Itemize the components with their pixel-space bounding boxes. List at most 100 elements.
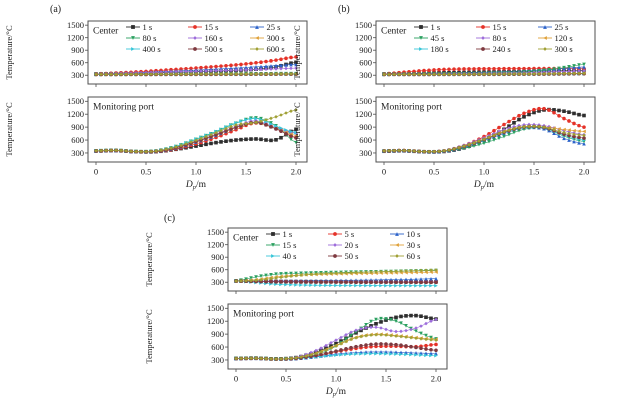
x-tick-label: 0 bbox=[234, 374, 238, 384]
x-tick-label: 1.5 bbox=[241, 167, 252, 177]
legend-label: 300 s bbox=[555, 44, 573, 54]
y-tick-label: 1200 bbox=[355, 32, 372, 42]
series-500-s bbox=[94, 120, 298, 154]
legend-label: 1 s bbox=[283, 229, 293, 239]
subplot-title: Monitoring port bbox=[93, 103, 154, 113]
plot-frame bbox=[87, 20, 308, 85]
legend-label: 45 s bbox=[431, 33, 445, 43]
y-tick-label: 600 bbox=[359, 58, 372, 68]
subplot-monitoring-port: Temperature/°C 300 600 900 1200 1500 0 0.5 1.0 1.… bbox=[4, 96, 308, 191]
y-tick-label: 900 bbox=[359, 122, 372, 132]
legend-label: 30 s bbox=[407, 240, 421, 250]
y-tick-label: 300 bbox=[359, 148, 372, 158]
panel-a: (a) Temperature/°C 300 600 900 1200 1500 Center… bbox=[0, 0, 320, 200]
y-tick-label: 300 bbox=[71, 148, 84, 158]
y-tick-label: 300 bbox=[359, 70, 372, 80]
legend-label: 120 s bbox=[555, 33, 573, 43]
y-tick-label: 1200 bbox=[67, 32, 84, 42]
y-tick-label: 600 bbox=[359, 135, 372, 145]
legend-label: 80 s bbox=[493, 33, 507, 43]
y-axis-label: Temperature/°C bbox=[144, 232, 154, 287]
series-400-s bbox=[94, 116, 298, 154]
y-axis: 300 600 900 1200 1500 bbox=[207, 227, 228, 287]
legend-label: 240 s bbox=[493, 44, 511, 54]
x-axis-label: Dp/m bbox=[473, 180, 495, 191]
panel-label: (b) bbox=[338, 4, 350, 15]
legend-label: 600 s bbox=[267, 44, 285, 54]
y-axis-label: Temperature/°C bbox=[144, 309, 154, 364]
y-tick-label: 1200 bbox=[207, 239, 224, 249]
subplot-title: Monitoring port bbox=[381, 103, 442, 113]
x-tick-label: 0.5 bbox=[141, 167, 152, 177]
x-tick-label: 1.5 bbox=[381, 374, 392, 384]
panel-c: (c) Temperature/°C 300 600 900 1200 1500 Center… bbox=[140, 207, 460, 402]
legend-label: 25 s bbox=[267, 22, 281, 32]
x-tick-label: 1.0 bbox=[331, 374, 342, 384]
y-tick-label: 1200 bbox=[67, 109, 84, 119]
y-tick-label: 1200 bbox=[207, 316, 224, 326]
y-tick-label: 1500 bbox=[355, 96, 372, 106]
legend-label: 15 s bbox=[205, 22, 219, 32]
y-tick-label: 1500 bbox=[67, 20, 84, 30]
y-tick-label: 900 bbox=[71, 45, 84, 55]
legend-label: 40 s bbox=[283, 251, 297, 261]
x-tick-label: 2.0 bbox=[291, 167, 302, 177]
legend-label: 20 s bbox=[345, 240, 359, 250]
plot-frame bbox=[87, 96, 308, 163]
subplot-monitoring-port: Temperature/°C 300 600 900 1200 1500 0 0.5 1.0 1.… bbox=[292, 96, 596, 191]
x-axis: 0 0.5 1.0 1.5 2.0 bbox=[94, 162, 301, 177]
subplot-title: Center bbox=[381, 27, 407, 37]
x-tick-label: 1.5 bbox=[529, 167, 540, 177]
x-tick-label: 0 bbox=[382, 167, 386, 177]
y-tick-label: 900 bbox=[71, 122, 84, 132]
x-axis: 0 0.5 1.0 1.5 2.0 bbox=[234, 369, 441, 384]
y-tick-label: 1500 bbox=[67, 96, 84, 106]
x-axis: 0 0.5 1.0 1.5 2.0 bbox=[382, 162, 589, 177]
series-600-s bbox=[94, 72, 298, 77]
plot-frame bbox=[227, 227, 448, 292]
x-tick-label: 1.0 bbox=[479, 167, 490, 177]
y-tick-label: 600 bbox=[71, 135, 84, 145]
y-tick-label: 600 bbox=[211, 342, 224, 352]
y-tick-label: 300 bbox=[211, 355, 224, 365]
legend-label: 300 s bbox=[267, 33, 285, 43]
legend-label: 80 s bbox=[143, 33, 157, 43]
legend-label: 60 s bbox=[407, 251, 421, 261]
x-tick-label: 0.5 bbox=[281, 374, 292, 384]
legend-label: 400 s bbox=[143, 44, 161, 54]
y-tick-label: 1500 bbox=[207, 227, 224, 237]
y-axis-label: Temperature/°C bbox=[4, 102, 14, 157]
panel-label: (c) bbox=[164, 213, 175, 224]
legend-label: 25 s bbox=[555, 22, 569, 32]
subplot-center: Temperature/°C 300 600 900 1200 1500 Center 1 s… bbox=[144, 227, 448, 294]
x-axis-label: Dp/m bbox=[325, 387, 347, 398]
y-tick-label: 900 bbox=[211, 252, 224, 262]
y-axis-label: Temperature/°C bbox=[292, 102, 302, 157]
y-axis-label: Temperature/°C bbox=[4, 25, 14, 80]
panel-b-chart: (b) Temperature/°C 300 600 900 1200 1500 Center… bbox=[292, 4, 596, 191]
plot-frame bbox=[375, 20, 596, 85]
legend-label: 15 s bbox=[283, 240, 297, 250]
legend-label: 180 s bbox=[431, 44, 449, 54]
series-600-s bbox=[94, 108, 298, 154]
series-60-s bbox=[234, 332, 438, 361]
legend-label: 1 s bbox=[143, 22, 153, 32]
legend: 1 s 15 s 25 s 45 s 80 s 120 s 180 s 240 s 300 s bbox=[414, 22, 573, 54]
y-tick-label: 900 bbox=[359, 45, 372, 55]
legend-label: 10 s bbox=[407, 229, 421, 239]
legend-label: 5 s bbox=[345, 229, 355, 239]
subplot-center: Temperature/°C 300 600 900 1200 1500 Center 1 s… bbox=[292, 20, 596, 87]
legend-label: 500 s bbox=[205, 44, 223, 54]
y-tick-label: 300 bbox=[71, 70, 84, 80]
y-tick-label: 1500 bbox=[207, 303, 224, 313]
legend-label: 160 s bbox=[205, 33, 223, 43]
y-tick-label: 1500 bbox=[355, 20, 372, 30]
y-axis: 300 600 900 1200 1500 bbox=[207, 303, 228, 365]
y-axis: 300 600 900 1200 1500 bbox=[355, 96, 376, 158]
panel-b: (b) Temperature/°C 300 600 900 1200 1500 Center… bbox=[288, 0, 608, 200]
panel-label: (a) bbox=[50, 4, 61, 15]
x-tick-label: 2.0 bbox=[431, 374, 442, 384]
y-axis-label: Temperature/°C bbox=[292, 25, 302, 80]
legend-label: 50 s bbox=[345, 251, 359, 261]
